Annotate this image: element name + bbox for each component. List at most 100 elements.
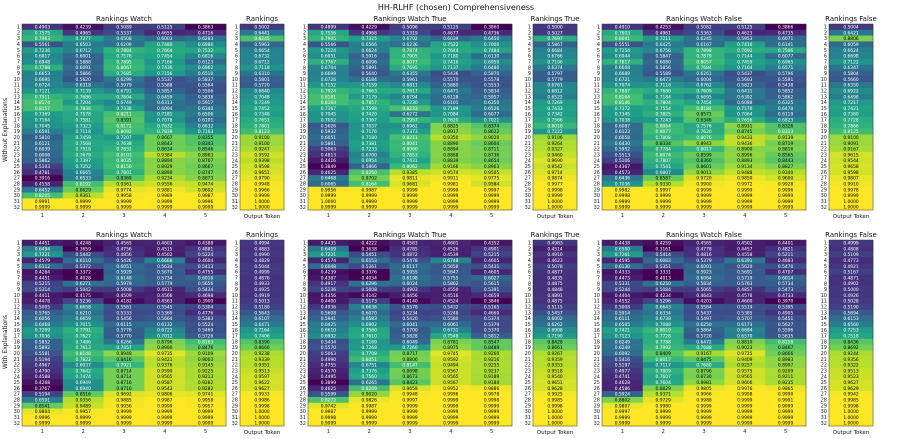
cell-value: 0.9957 <box>76 409 92 415</box>
heatmap-cell <box>389 93 431 100</box>
y-tick-label: 24 <box>594 158 600 164</box>
cell-value: 0.5004 <box>843 25 859 31</box>
cell-value: 0.5383 <box>198 316 214 322</box>
cell-value: 0.5180 <box>254 304 270 310</box>
heatmap-cell <box>62 257 104 264</box>
heatmap-cell <box>533 105 578 112</box>
cell-value: 0.9544 <box>843 158 859 164</box>
cell-value: 0.9996 <box>778 187 794 193</box>
heatmap-cell <box>185 396 227 404</box>
cell-value: 0.9999 <box>737 403 753 409</box>
heatmap-cell <box>430 408 472 415</box>
cell-value: 0.6571 <box>778 65 794 71</box>
cell-value: 0.8391 <box>116 118 132 124</box>
y-tick-label: 2 <box>597 30 600 36</box>
heatmap-cell <box>829 298 874 305</box>
cell-value: 0.8158 <box>778 339 794 345</box>
heatmap-cell <box>144 373 186 380</box>
heatmap-cell <box>829 192 874 199</box>
cell-value: 0.9999 <box>402 403 418 409</box>
panel-rankings-false-without: Rankings False0.50040.64210.88060.60590.… <box>821 15 877 220</box>
heatmap-cell <box>471 373 513 380</box>
y-tick-label: 4 <box>303 258 306 264</box>
heatmap-cell <box>185 251 227 258</box>
y-tick-label: 10 <box>821 293 827 299</box>
heatmap-cell <box>642 367 684 374</box>
panel-frame <box>532 239 578 427</box>
heatmap-cell <box>829 134 874 141</box>
cell-value: 0.5941 <box>321 316 337 322</box>
cell-value: 0.6689 <box>615 71 631 77</box>
y-tick-label: 23 <box>821 152 827 158</box>
cell-value: 0.7117 <box>656 363 672 369</box>
x-tick-label: 1 <box>41 213 44 219</box>
cell-value: 0.5027 <box>547 30 563 36</box>
cell-value: 0.5473 <box>778 287 794 293</box>
heatmap-cell <box>62 240 104 247</box>
heatmap-cell <box>22 134 64 141</box>
cell-value: 0.9167 <box>696 351 712 357</box>
cell-value: 0.9100 <box>254 141 270 147</box>
heatmap-cell <box>533 327 578 334</box>
heatmap-cell <box>430 82 472 89</box>
heatmap-cell <box>683 327 725 334</box>
cell-value: 0.9421 <box>157 357 173 363</box>
cell-value: 0.7261 <box>615 252 631 258</box>
cell-value: 0.6610 <box>321 328 337 334</box>
cell-value: 0.7156 <box>157 71 173 77</box>
cell-value: 0.9729 <box>656 397 672 403</box>
cell-value: 0.4919 <box>254 293 270 299</box>
y-tick-label: 30 <box>14 193 20 199</box>
heatmap-cell <box>642 315 684 322</box>
cell-value: 0.9350 <box>443 135 459 141</box>
heatmap-cell <box>308 140 350 147</box>
cell-value: 0.9865 <box>778 386 794 392</box>
cell-value: 0.6065 <box>321 181 337 187</box>
cell-value: 0.9998 <box>254 403 270 409</box>
heatmap-cell <box>144 408 186 415</box>
cell-value: 0.7895 <box>116 59 132 65</box>
cell-value: 0.5442 <box>76 252 92 258</box>
cell-value: 0.7620 <box>443 118 459 124</box>
heatmap-cell <box>144 396 186 404</box>
cell-value: 0.9999 <box>254 193 270 199</box>
heatmap-cell <box>642 64 684 71</box>
heatmap-cell <box>389 35 431 42</box>
heatmap-cell <box>829 321 874 328</box>
cell-value: 0.6049 <box>402 339 418 345</box>
heatmap-cell <box>308 356 350 363</box>
heatmap-cell <box>533 280 578 287</box>
y-tick-label: 5 <box>824 48 827 54</box>
cell-value: 0.5810 <box>35 135 51 141</box>
y-tick-label: 13 <box>232 310 238 316</box>
cell-value: 0.9999 <box>157 421 173 427</box>
heatmap-cell <box>829 24 874 31</box>
heatmap-cell <box>471 350 513 357</box>
cell-value: 0.9911 <box>443 176 459 182</box>
heatmap-cell <box>724 186 766 193</box>
heatmap-cell <box>602 309 644 316</box>
cell-value: 0.8051 <box>362 357 378 363</box>
heatmap-cell <box>389 58 431 65</box>
y-tick-label: 6 <box>303 54 306 60</box>
heatmap-cell <box>642 70 684 77</box>
cell-value: 0.9925 <box>547 392 563 398</box>
heatmap-cell <box>430 402 472 409</box>
cell-value: 0.4677 <box>443 30 459 36</box>
cell-value: 0.5691 <box>737 270 753 276</box>
cell-value: 0.4643 <box>696 293 712 299</box>
heatmap-cell <box>389 257 431 264</box>
heatmap-cell <box>533 321 578 328</box>
heatmap-cell <box>765 24 807 31</box>
y-tick-label: 13 <box>525 310 531 316</box>
heatmap-cell <box>103 128 145 135</box>
cell-value: 0.7369 <box>35 112 51 118</box>
y-tick-label: 32 <box>232 205 238 211</box>
heatmap-cell <box>240 373 285 380</box>
heatmap-cell <box>683 338 725 345</box>
cell-value: 0.5414 <box>656 252 672 258</box>
cell-value: 0.7164 <box>35 118 51 124</box>
heatmap-cell <box>471 169 513 176</box>
cell-value: 0.6632 <box>198 123 214 129</box>
